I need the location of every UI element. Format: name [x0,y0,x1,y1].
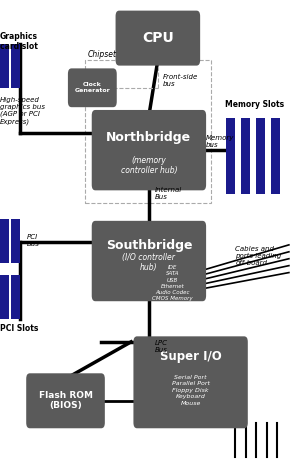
Text: IDE
SATA
USB
Ethernet
Audio Codec
CMOS Memory: IDE SATA USB Ethernet Audio Codec CMOS M… [152,265,193,301]
Text: Flash ROM
(BIOS): Flash ROM (BIOS) [38,391,92,410]
Text: PCI
Bus: PCI Bus [27,234,40,247]
Text: Internal
Bus: Internal Bus [155,187,182,200]
Text: Memory Slots: Memory Slots [225,100,284,109]
Text: Graphics
card slot: Graphics card slot [0,32,38,51]
Bar [85,60,212,203]
Text: (memory
controller hub): (memory controller hub) [121,156,177,175]
Bar [11,275,20,319]
Bar [11,219,20,263]
Text: Northbridge: Northbridge [106,131,191,144]
Text: Southbridge: Southbridge [106,239,192,252]
FancyBboxPatch shape [116,11,200,66]
Bar [0,275,9,319]
Bar [11,44,20,88]
Text: LPC
Bus: LPC Bus [155,340,168,353]
FancyBboxPatch shape [92,110,206,190]
Text: PCI Slots: PCI Slots [0,323,38,333]
Text: Super I/O: Super I/O [160,350,221,363]
Text: Front-side
bus: Front-side bus [162,74,198,87]
Text: Clock
Generator: Clock Generator [74,82,110,93]
Bar [241,118,250,194]
Text: Cables and
ports leading
off-board: Cables and ports leading off-board [235,246,281,267]
Text: (I/O controller
hub): (I/O controller hub) [122,253,176,272]
FancyBboxPatch shape [134,336,248,428]
Text: Memory
bus: Memory bus [206,135,234,148]
FancyBboxPatch shape [26,373,105,428]
Text: Serial Port
Parallel Port
Floppy Disk
Keyboard
Mouse: Serial Port Parallel Port Floppy Disk Ke… [172,375,210,406]
Bar [226,118,235,194]
Bar [0,219,9,263]
Bar [271,118,280,194]
Bar [0,44,9,88]
Text: Chipset: Chipset [88,50,117,59]
Text: CPU: CPU [142,31,174,45]
FancyBboxPatch shape [68,68,117,107]
FancyBboxPatch shape [92,221,206,301]
Text: High-speed
graphics bus
(AGP or PCI
Express): High-speed graphics bus (AGP or PCI Expr… [0,97,45,125]
Bar [256,118,265,194]
